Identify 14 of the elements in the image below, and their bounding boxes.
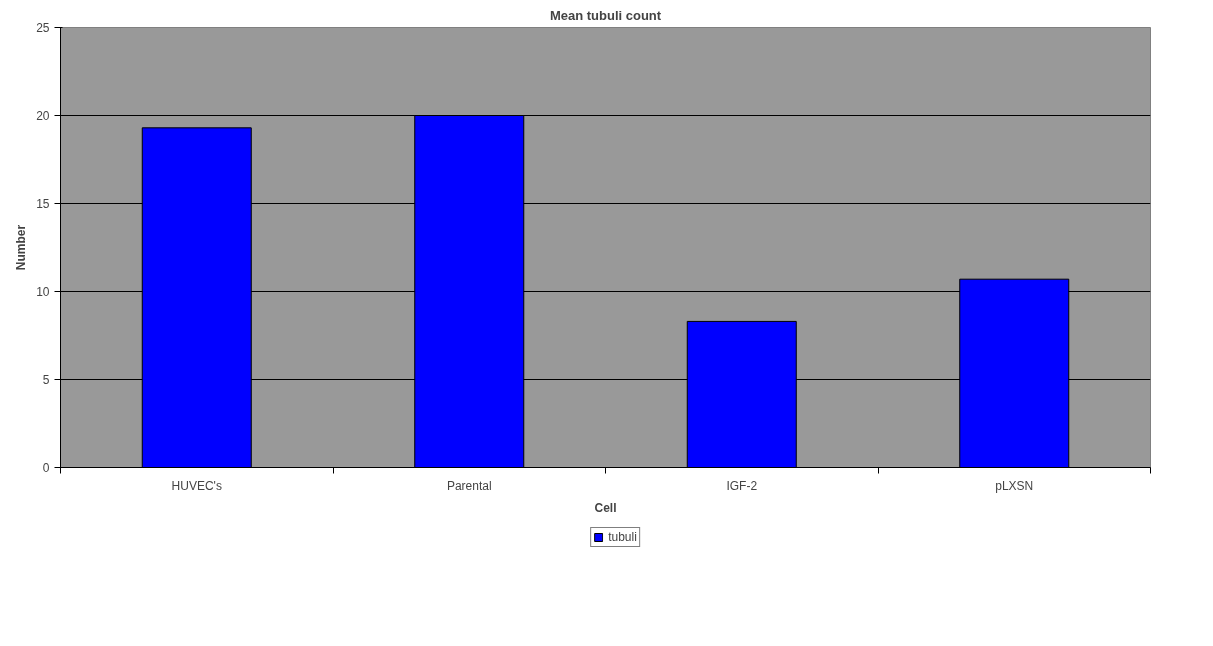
chart-title: Mean tubuli count — [549, 7, 662, 23]
x-tick-label: Parental — [446, 478, 492, 493]
y-tick-label: 25 — [36, 21, 50, 35]
y-axis-title: Number — [14, 224, 29, 271]
y-tick-label: 15 — [36, 197, 50, 211]
x-tick-label: IGF-2 — [726, 478, 758, 493]
y-tick-label: 5 — [42, 373, 50, 387]
x-tick-label: pLXSN — [995, 478, 1034, 493]
legend-label: tubuli — [608, 530, 637, 544]
y-tick-label: 0 — [42, 461, 50, 475]
y-tick-label: 10 — [36, 285, 50, 299]
x-axis-title: Cell — [594, 500, 617, 515]
x-tick-label: HUVEC's — [171, 478, 222, 493]
y-tick-label: 20 — [36, 109, 50, 123]
